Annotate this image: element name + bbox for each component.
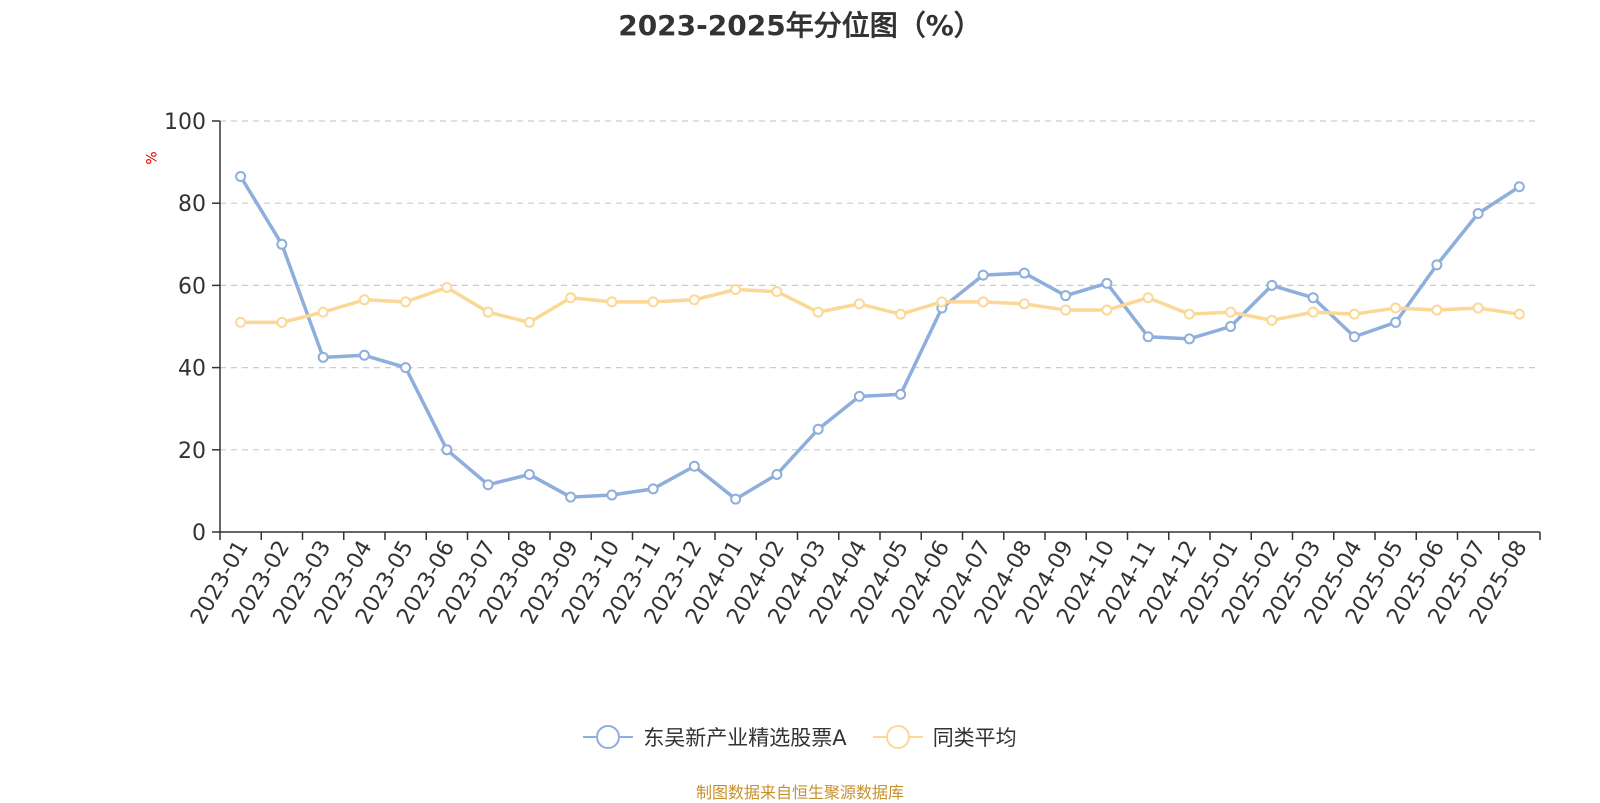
series-2-point (358, 294, 370, 306)
series-2-point (1060, 304, 1072, 316)
series-1-point (895, 388, 907, 400)
series-2-point (1142, 292, 1154, 304)
series-1-point (606, 489, 618, 501)
chart-title: 2023-2025年分位图（%） (618, 9, 982, 42)
series-1-point (1225, 321, 1237, 332)
series-1-point (482, 479, 494, 491)
series-1-point (565, 491, 577, 503)
series-1-point (1266, 279, 1278, 291)
series-2-point (688, 294, 700, 306)
series-2-point (1431, 304, 1443, 316)
series-2-point (276, 316, 288, 328)
legend: 东吴新产业精选股票A 同类平均 (0, 722, 1600, 752)
series-1-point (977, 269, 989, 281)
series-2-point (1101, 304, 1113, 316)
series-1-point (853, 390, 865, 402)
series-2-point (482, 306, 494, 318)
series-1-point (1390, 316, 1402, 328)
series-1-point (688, 460, 700, 472)
series-2-point (812, 306, 824, 318)
series-2-point (730, 284, 742, 296)
series-1-point (812, 423, 824, 435)
series-2-point (606, 296, 618, 308)
legend-swatch-series-1-icon (583, 725, 634, 749)
series-1-point (1142, 331, 1154, 343)
series-2-point (1390, 302, 1402, 314)
series-2-point (523, 316, 535, 328)
series-2-point (1266, 314, 1278, 326)
y-tick-label: 60 (178, 274, 206, 299)
series-1-point (730, 493, 742, 505)
series-line-1 (239, 175, 1521, 501)
series-1-point (400, 362, 412, 374)
series-1-point (647, 483, 659, 495)
series-2-point (565, 292, 577, 304)
series-1-point (1183, 333, 1195, 345)
series-2-point (977, 296, 989, 308)
legend-label-series-1: 东吴新产业精选股票A (643, 726, 847, 750)
series-1-point (317, 351, 329, 363)
series-2-point (1183, 308, 1195, 320)
series-2-point (853, 298, 865, 310)
series-1-point (1431, 259, 1443, 271)
series-line-2 (240, 285, 1520, 325)
y-tick-label: 40 (178, 357, 206, 382)
series-2-point (771, 286, 783, 298)
series-1-point (276, 238, 288, 250)
y-tick-label: 0 (192, 521, 206, 546)
legend-item-series-1[interactable]: 东吴新产业精选股票A (583, 722, 847, 752)
series-2-point (1307, 306, 1319, 318)
series-2-point (1513, 308, 1525, 320)
series-1-point (441, 444, 453, 456)
series-2-point (936, 296, 948, 308)
y-tick-label: 100 (164, 110, 206, 135)
series-2-point (1348, 308, 1360, 320)
series-2-point (1225, 306, 1237, 318)
y-tick-label: 20 (178, 439, 206, 464)
series-1-point (1472, 207, 1484, 219)
series-2-point (1472, 302, 1484, 314)
series-2-point (647, 296, 659, 308)
series-1-point (235, 170, 247, 182)
series-1-point (1018, 267, 1030, 279)
series-1-point (358, 349, 370, 361)
series-1-point (523, 468, 535, 480)
legend-label-series-2: 同类平均 (932, 726, 1017, 750)
series-1-point (771, 468, 783, 480)
series-1-point (1307, 292, 1319, 304)
series-2-point (895, 308, 907, 320)
legend-swatch-series-2-icon (872, 725, 923, 749)
legend-item-series-2[interactable]: 同类平均 (872, 722, 1017, 752)
series-2-point (1018, 298, 1030, 310)
series-1-point (1101, 277, 1113, 289)
series-2-point (441, 281, 453, 293)
data-source-note: 制图数据来自恒生聚源数据库 (695, 783, 904, 802)
series-2-point (317, 306, 329, 318)
series-2-point (400, 296, 412, 308)
series-1-point (1513, 181, 1525, 193)
series-1-point (1060, 290, 1072, 302)
series-1-point (1348, 331, 1360, 343)
series-2-point (235, 316, 247, 328)
y-tick-label: 80 (178, 192, 206, 217)
